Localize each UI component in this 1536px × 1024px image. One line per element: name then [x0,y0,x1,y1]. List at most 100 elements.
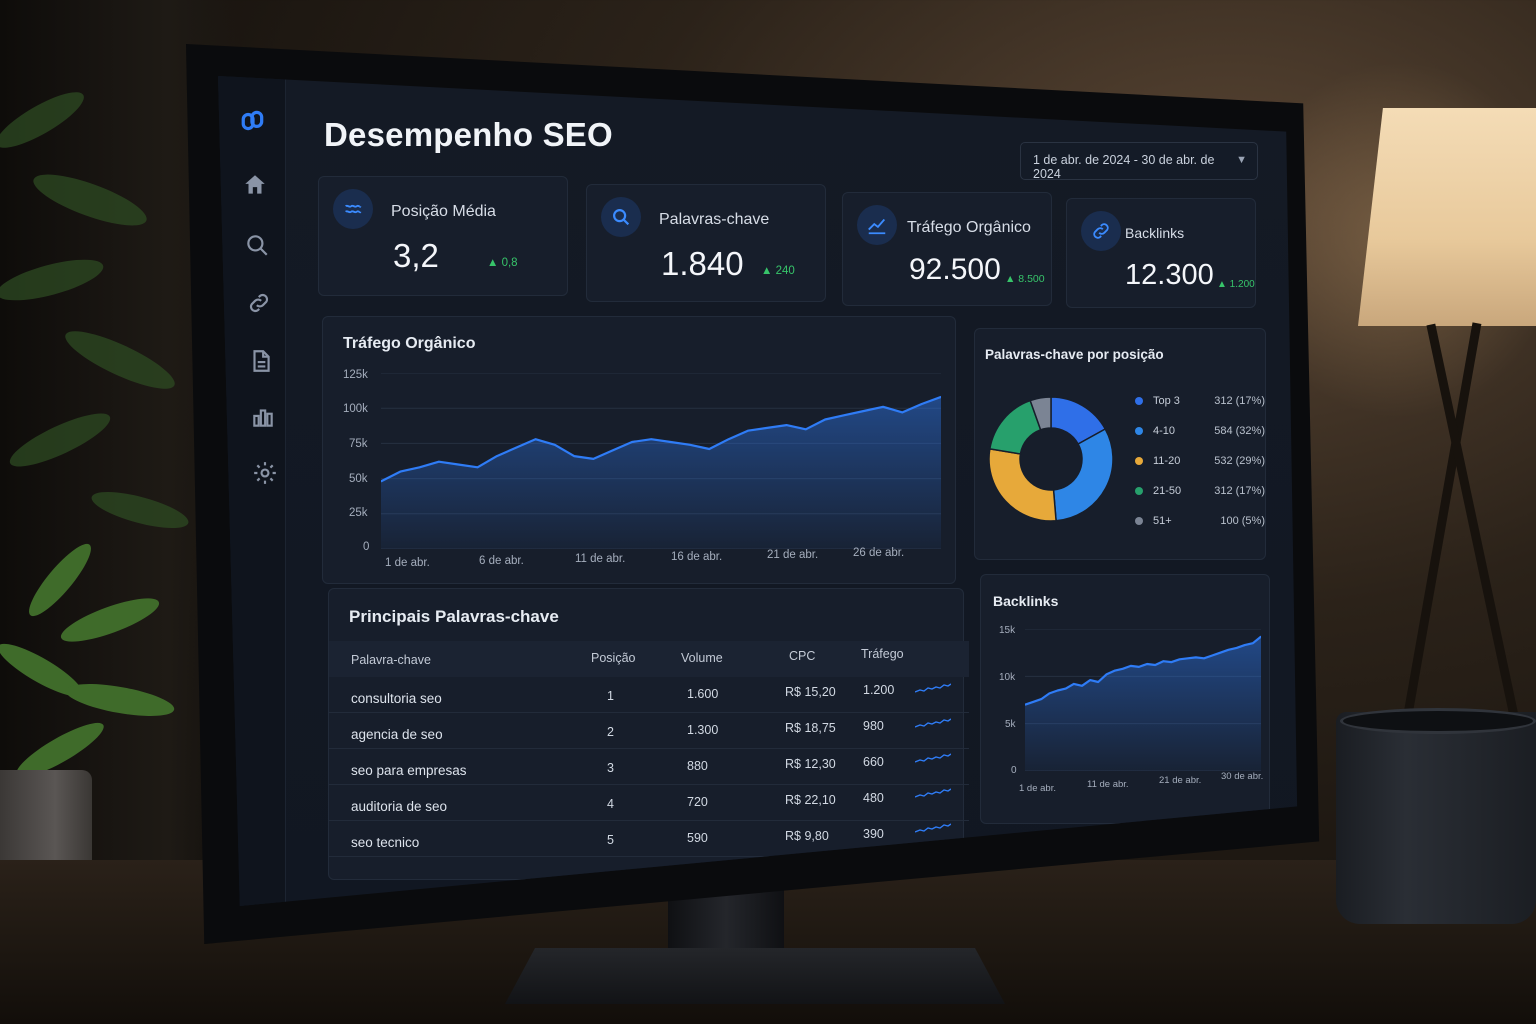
data-point [515,446,517,449]
data-point [843,414,846,417]
data-point [1178,658,1181,661]
data-point [553,444,556,446]
kpi-card-keywords[interactable]: Palavras-chave 1.840 ▲ 240 [586,184,826,302]
data-point [1138,666,1140,668]
data-point [592,458,595,460]
position-cell: 5 [607,833,614,847]
data-point [669,441,672,443]
position-cell: 4 [607,797,614,811]
kpi-value: 12.300 [1125,259,1214,291]
data-point [381,480,382,483]
data-point [785,424,788,426]
data-point [1032,701,1034,703]
cpc-cell: R$ 18,75 [785,721,836,735]
data-point [631,441,633,443]
keyword-cell: seo para empresas [351,763,467,778]
column-header[interactable]: Palavra-chave [351,653,431,667]
table-row[interactable]: auditoria de seo 4 720 R$ 22,10 480 [329,785,969,821]
data-point [1048,692,1051,695]
table-row[interactable]: seo para empresas 3 880 R$ 12,30 660 [329,749,969,785]
legend-value: 312 (17%) [1214,485,1265,497]
kpi-value: 92.500 [909,253,1001,286]
trend-sparkline [915,718,951,728]
gear-icon[interactable] [252,460,278,486]
x-tick-label: 11 de abr. [575,553,626,565]
column-header[interactable]: Tráfego [861,647,904,661]
trend-sparkline [915,823,951,833]
cpc-cell: R$ 9,80 [785,829,829,843]
search-icon[interactable] [244,232,270,258]
kpi-delta: ▲ 8.500 [1005,273,1045,285]
y-tick-label: 0 [1011,765,1017,776]
waves-icon [333,189,373,229]
date-range-picker[interactable]: 1 de abr. de 2024 - 30 de abr. de 2024 ▼ [1020,142,1258,181]
data-point [1064,687,1067,690]
backlinks-chart-card: Backlinks 15k 10k 5k 0 1 de abr. 11 de a… [980,574,1270,824]
organic-traffic-area-chart [381,373,941,549]
cpc-cell: R$ 15,20 [785,685,836,699]
volume-cell: 1.600 [687,687,719,701]
potted-plant [0,543,175,778]
data-point [1211,654,1213,657]
column-header[interactable]: CPC [789,649,816,663]
data-point [1235,647,1238,649]
y-tick-label: 50k [349,473,368,485]
document-icon[interactable] [248,348,274,374]
data-point [1121,667,1124,670]
legend-swatch [1135,427,1143,436]
home-icon[interactable] [242,172,268,198]
table-title: Principais Palavras-chave [349,607,559,626]
column-header[interactable]: Posição [591,651,636,665]
table-row[interactable]: consultoria seo 1 1.600 R$ 15,20 1.200 [329,677,969,713]
y-tick-label: 5k [1005,719,1016,730]
link-logo-icon[interactable] [240,108,266,134]
legend-value: 100 (5%) [1220,515,1265,527]
x-tick-label: 21 de abr. [767,549,819,561]
monitor-screen: Desempenho SEO 1 de abr. de 2024 - 30 de… [218,76,1298,906]
data-point [1040,698,1043,700]
data-point [1056,689,1059,692]
data-point [1025,703,1026,706]
donut-slice [989,448,1057,522]
kpi-card-backlinks[interactable]: Backlinks 12.300 ▲ 1.200 [1066,198,1256,308]
bar-chart-icon[interactable] [250,404,276,430]
data-point [573,455,575,457]
traffic-cell: 480 [863,791,884,805]
kpi-delta: ▲ 0,8 [487,257,518,269]
column-header[interactable]: Volume [681,651,723,665]
table-row[interactable]: seo tecnico 5 590 R$ 9,80 390 [329,821,969,857]
chevron-down-icon[interactable]: ▼ [1236,154,1247,166]
area-fill [381,396,941,549]
table-row[interactable]: agencia de seo 2 1.300 R$ 18,75 980 [329,713,969,749]
chart-title: Backlinks [993,593,1059,609]
y-tick-label: 15k [999,625,1016,636]
legend-swatch [1135,517,1143,526]
position-cell: 1 [607,689,614,703]
data-point [650,438,653,440]
keywords-by-position-donut [989,396,1114,522]
data-point [1081,685,1083,687]
legend-label: 4-10 [1153,425,1176,437]
data-point [399,470,402,473]
data-point [1227,649,1230,651]
kpi-card-organic-traffic[interactable]: Tráfego Orgânico 92.500 ▲ 8.500 [842,192,1052,306]
legend-value: 532 (29%) [1214,455,1265,467]
trend-sparkline [915,788,951,798]
legend-item: 11-20 532 (29%) [1135,455,1265,467]
legend-label: 21-50 [1153,485,1182,497]
chart-title: Palavras-chave por posição [985,347,1164,362]
data-point [1154,664,1157,666]
traffic-cell: 1.200 [863,683,895,697]
data-point [920,403,923,405]
kpi-value: 3,2 [393,237,439,274]
kpi-delta: ▲ 240 [761,265,795,277]
kpi-card-avg-position[interactable]: Posição Média 3,2 ▲ 0,8 [318,176,568,296]
data-point [476,466,479,469]
legend-item: 4-10 584 (32%) [1135,425,1265,437]
x-tick-label: 1 de abr. [385,557,430,569]
data-point [1243,644,1246,646]
legend-item: Top 3 312 (17%) [1135,395,1265,407]
link-icon[interactable] [246,290,272,316]
y-tick-label: 125k [343,369,368,381]
data-point [1089,679,1091,681]
